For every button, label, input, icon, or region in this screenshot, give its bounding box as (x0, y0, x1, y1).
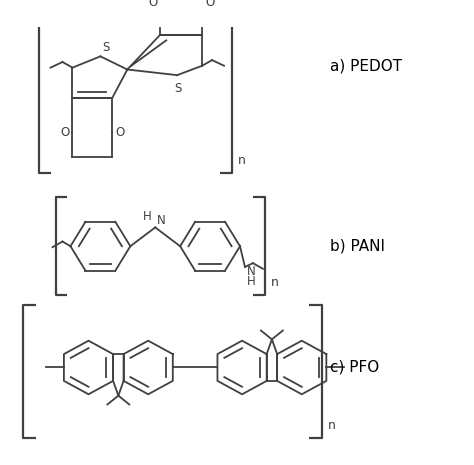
Text: O: O (60, 126, 70, 139)
Text: O: O (148, 0, 157, 9)
Text: H: H (143, 210, 151, 223)
Text: a) PEDOT: a) PEDOT (330, 58, 402, 73)
Text: b) PANI: b) PANI (330, 239, 385, 254)
Text: S: S (102, 40, 110, 53)
Text: O: O (115, 126, 125, 139)
Text: c) PFO: c) PFO (330, 360, 379, 375)
Text: n: n (328, 419, 336, 432)
Text: n: n (238, 154, 246, 167)
Text: N: N (157, 214, 166, 227)
Text: N: N (247, 265, 255, 278)
Text: H: H (247, 275, 255, 288)
Text: O: O (205, 0, 214, 9)
Text: S: S (174, 82, 182, 95)
Text: n: n (271, 277, 279, 290)
